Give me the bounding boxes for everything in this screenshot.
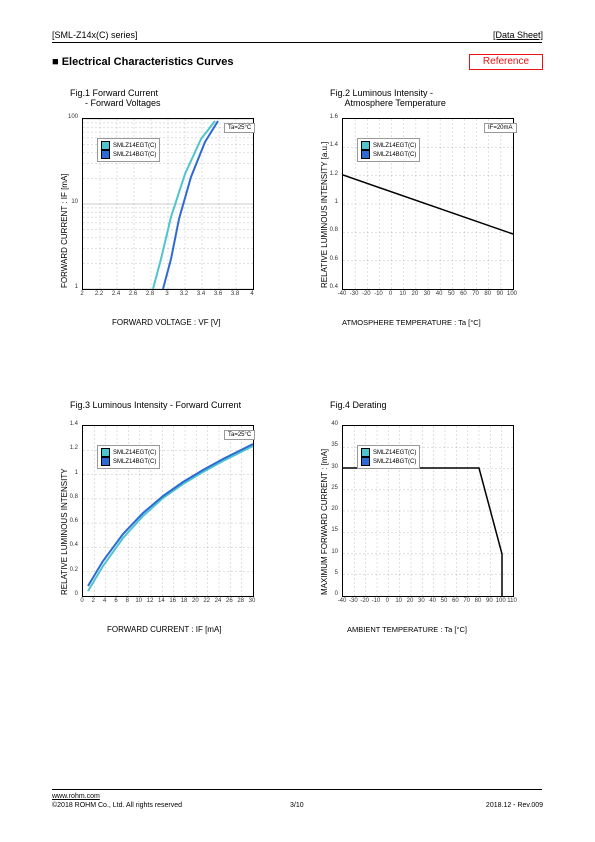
- page: [SML-Z14x(C) series] [Data Sheet] ■ Elec…: [0, 0, 595, 842]
- fig3: Fig.3 Luminous Intensity - Forward Curre…: [52, 400, 297, 670]
- fig3-note: Ta=25°C: [224, 430, 255, 440]
- fig3-title: Fig.3 Luminous Intensity - Forward Curre…: [70, 400, 241, 410]
- fig2-note: IF=20mA: [484, 123, 517, 133]
- fig1: Fig.1 Forward Current - Forward Voltages…: [52, 88, 297, 358]
- fig1-legend: SMLZ14EGT(C) SMLZ14BGT(C): [97, 138, 160, 162]
- footer-url: www.rohm.com: [52, 793, 100, 800]
- header-series: [SML-Z14x(C) series]: [52, 30, 138, 40]
- section-title: ■ Electrical Characteristics Curves: [52, 56, 234, 68]
- fig2-xlabel: ATMOSPHERE TEMPERATURE : Ta [°C]: [342, 318, 481, 327]
- fig2-legend: SMLZ14EGT(C) SMLZ14BGT(C): [357, 138, 420, 162]
- fig3-xlabel: FORWARD CURRENT : IF [mA]: [107, 625, 222, 634]
- fig2: Fig.2 Luminous Intensity - Atmosphere Te…: [312, 88, 557, 358]
- fig1-xlabel: FORWARD VOLTAGE : VF [V]: [112, 318, 221, 327]
- fig1-note: Ta=25°C: [224, 123, 255, 133]
- fig4-ylabel: MAXIMUM FORWARD CURRENT : [mA]: [320, 449, 329, 595]
- fig1-ylabel: FORWARD CURRENT : IF [mA]: [60, 173, 69, 288]
- header-rule: [52, 42, 542, 43]
- fig2-ylabel: RELATIVE LUMINOUS INTENSITY [a.u.]: [320, 142, 329, 288]
- fig4-xlabel: AMBIENT TEMPERATURE : Ta [°C]: [347, 625, 467, 634]
- header-doctype: [Data Sheet]: [493, 30, 543, 40]
- fig2-title: Fig.2 Luminous Intensity - Atmosphere Te…: [330, 88, 446, 108]
- footer-rev: 2018.12 - Rev.009: [486, 802, 543, 809]
- fig1-title: Fig.1 Forward Current - Forward Voltages: [70, 88, 161, 108]
- fig4-legend: SMLZ14EGT(C) SMLZ14BGT(C): [357, 445, 420, 469]
- footer-copy: ©2018 ROHM Co., Ltd. All rights reserved: [52, 802, 182, 809]
- fig4-title: Fig.4 Derating: [330, 400, 387, 410]
- fig4: Fig.4 Derating MAXIMUM FORWARD CURRENT :…: [312, 400, 557, 670]
- fig3-ylabel: RELATIVE LUMINOUS INTENSITY: [60, 468, 69, 595]
- fig3-legend: SMLZ14EGT(C) SMLZ14BGT(C): [97, 445, 160, 469]
- footer-rule: [52, 789, 542, 790]
- reference-badge: Reference: [469, 54, 543, 70]
- footer-page: 3/10: [290, 802, 304, 809]
